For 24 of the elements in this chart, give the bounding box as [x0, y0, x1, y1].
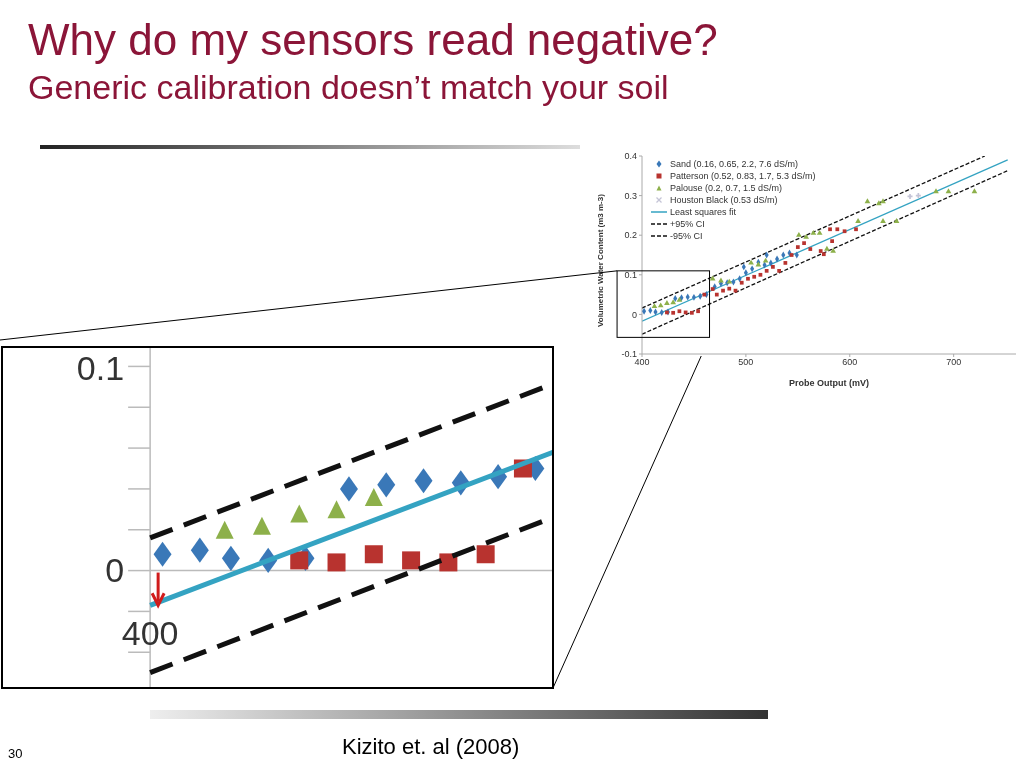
legend-label: Least squares fit — [670, 206, 737, 218]
y-tick-label: -0.1 — [621, 349, 637, 360]
x-tick-label: 400 — [634, 357, 650, 368]
y-axis-title: Volumetric Water Content (m3 m-3) — [595, 193, 605, 327]
legend-label: Patterson (0.52, 0.83, 1.7, 5.3 dS/m) — [670, 170, 816, 182]
y-tick-label: 0 — [631, 309, 637, 320]
y-tick-label: 0.4 — [624, 151, 637, 162]
x-tick-label: 600 — [842, 357, 858, 368]
y-tick-label: 0.1 — [624, 269, 637, 280]
x-tick-label: 700 — [946, 357, 962, 368]
y-tick-label: 0.3 — [624, 190, 637, 201]
x-axis-title: Probe Output (mV) — [789, 378, 869, 388]
y-tick-label: 0.2 — [624, 230, 637, 241]
text: Kizito et. al (2008) — [342, 734, 520, 760]
x-tick-label: 500 — [738, 357, 754, 368]
text: 30 — [8, 746, 23, 761]
legend-label: +95% CI — [670, 218, 705, 230]
chart-title: Why do my sensors read negative? — [28, 14, 718, 66]
legend-label: -95% CI — [670, 230, 703, 242]
legend-label: Palouse (0.2, 0.7, 1.5 dS/m) — [670, 182, 783, 194]
text: Generic calibration doesn’t match your soil — [28, 67, 670, 108]
magnified-view: 0.1 0 400 — [1, 346, 554, 689]
legend-label: Houston Black (0.53 dS/m) — [670, 194, 778, 206]
legend-label: Sand (0.16, 0.65, 2.2, 7.6 dS/m) — [670, 158, 799, 170]
